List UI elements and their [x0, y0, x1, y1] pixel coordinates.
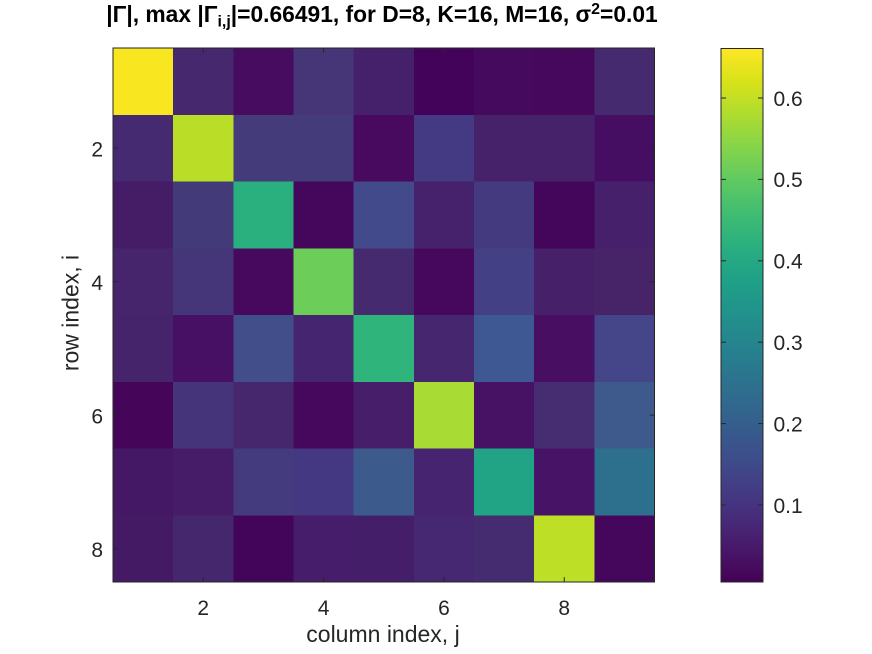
svg-text:8: 8: [91, 539, 103, 562]
svg-text:4: 4: [91, 272, 103, 295]
svg-text:6: 6: [438, 597, 450, 620]
svg-text:2: 2: [197, 597, 209, 620]
svg-text:|Γ|, max |Γi,j|=0.66491, for D: |Γ|, max |Γi,j|=0.66491, for D=8, K=16, …: [106, 1, 658, 31]
svg-text:8: 8: [558, 597, 570, 620]
svg-text:0.5: 0.5: [774, 169, 803, 192]
svg-text:6: 6: [91, 405, 103, 428]
svg-text:0.2: 0.2: [774, 413, 803, 436]
svg-text:4: 4: [318, 597, 330, 620]
svg-text:2: 2: [91, 138, 103, 161]
svg-text:0.1: 0.1: [774, 495, 803, 518]
svg-text:0.4: 0.4: [774, 251, 804, 274]
svg-text:0.6: 0.6: [774, 88, 803, 111]
svg-text:row index, i: row index, i: [58, 255, 84, 371]
svg-text:column index, j: column index, j: [306, 621, 459, 647]
svg-text:0.3: 0.3: [774, 332, 803, 355]
